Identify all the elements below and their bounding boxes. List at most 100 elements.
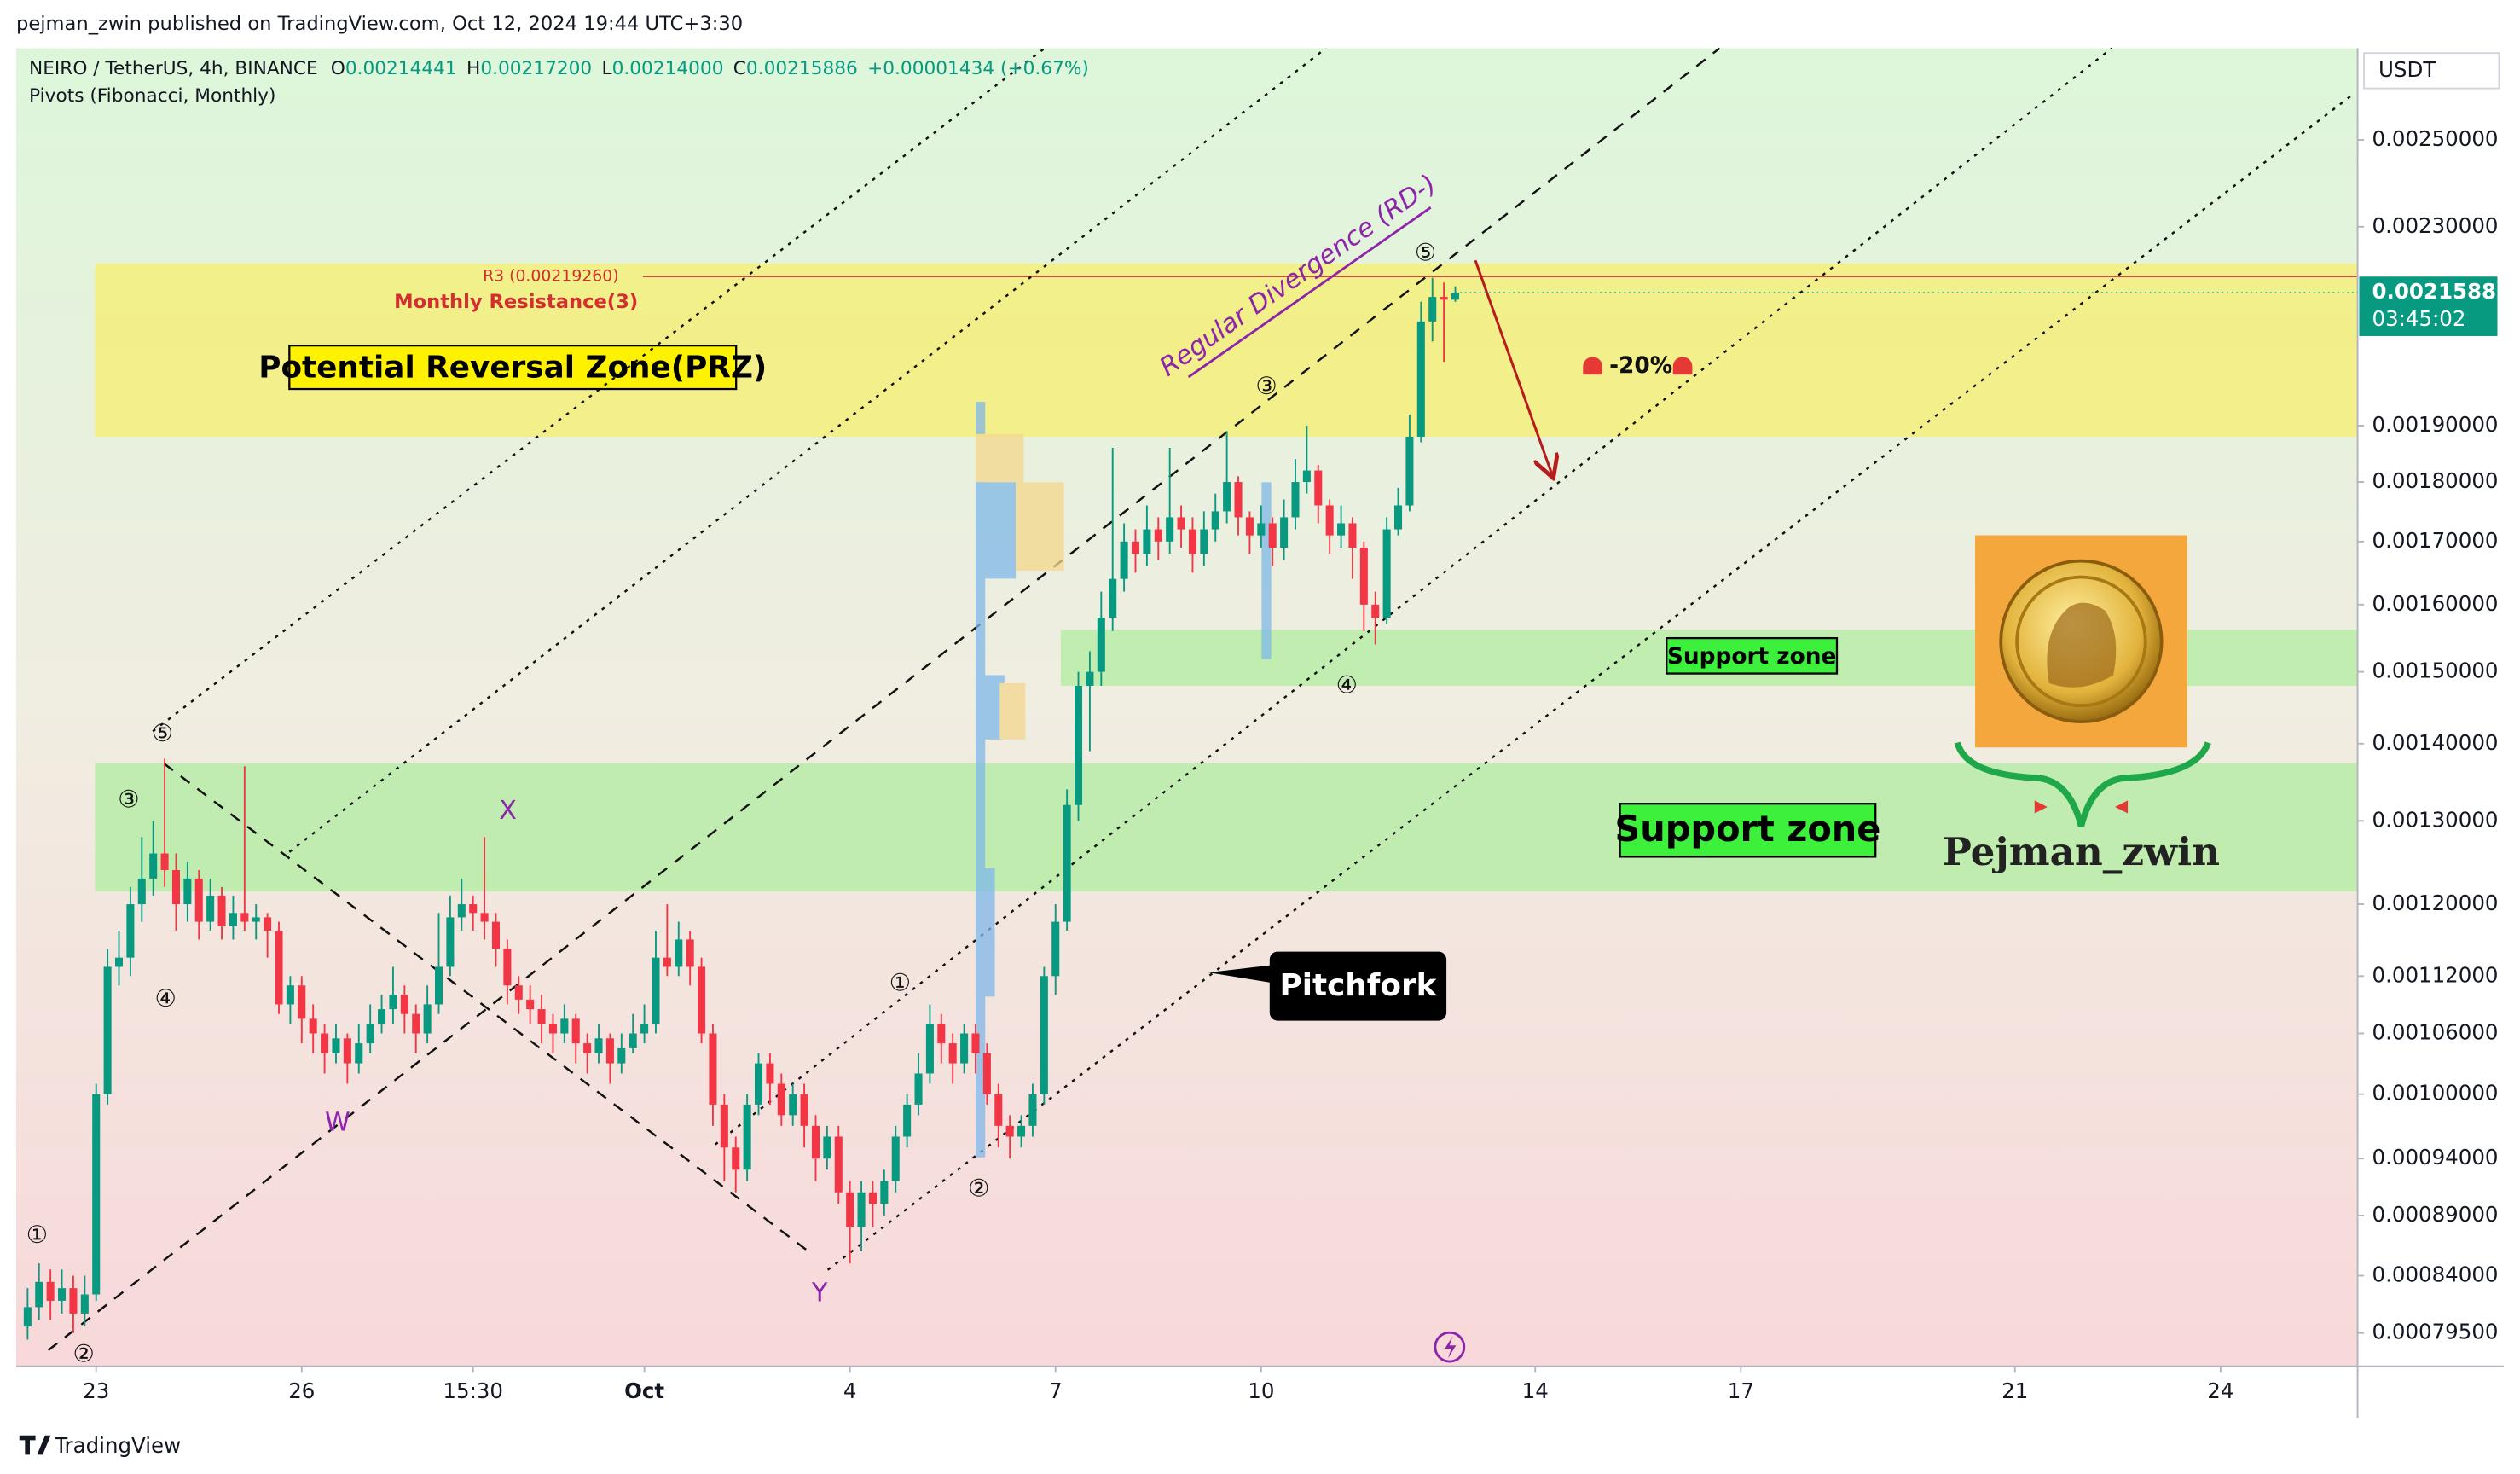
candle-body [58,1288,67,1301]
candle-body [298,985,306,1019]
y-tick-label: 0.00079500 [2372,1320,2499,1344]
candle-body [698,966,706,1034]
candle-body [400,995,408,1014]
wave-label: Y [811,1278,828,1308]
candle-body [605,1038,614,1064]
candle-body [1040,976,1048,1094]
candle-body [1211,511,1219,530]
target-label: -20% [1609,353,1672,379]
candle-body [171,870,180,905]
candle-body [766,1063,774,1084]
candle-body [823,1136,831,1159]
tv-logo [19,1435,51,1455]
last-price: 0.00215886 [2372,279,2511,304]
candle-body [252,917,260,922]
vp-bar [975,402,986,1158]
last-price-box [2359,276,2498,336]
price-axis [2357,48,2505,1419]
zone-label-box [288,345,738,391]
callout-pointer [1208,964,1278,984]
candle-body [194,878,203,922]
pitchfork-median [47,47,1721,1351]
x-tick-label: 15:30 [443,1378,503,1403]
y-tick-label: 0.00112000 [2372,962,2499,987]
vp-bar [999,682,1026,740]
y-tick-label: 0.00180000 [2372,468,2499,493]
candle-body [137,878,146,905]
y-tick-label: 0.00170000 [2372,528,2499,553]
y-tick-label: 0.00190000 [2372,412,2499,437]
candle-body [126,904,135,958]
x-tick-label: 7 [1049,1378,1063,1403]
currency: USDT [2378,57,2436,82]
candle-body [1416,321,1425,437]
candle-body [240,913,249,922]
candle-body [446,917,455,967]
candle-body [1086,671,1094,687]
candle-body [92,1094,101,1295]
candle-body [1428,297,1437,322]
candle-body [103,966,112,1094]
pivot-name: Monthly Resistance(3) [394,291,638,313]
candle-body [1348,523,1357,548]
author-name: Pejman_zwin [1943,829,2220,874]
vp-bar [975,868,995,997]
pitchfork-line [288,47,1327,853]
y-tick-label: 0.00160000 [2372,591,2499,616]
pitchfork-line [826,92,2355,1271]
wave-label: ① [889,968,911,996]
candle-body [217,895,226,926]
footer: TradingView [54,1433,181,1458]
candle-body [789,1094,797,1116]
candle-body [1245,517,1254,536]
trend-line [163,763,813,1255]
pivot-label: R3 (0.00219260) [483,268,619,286]
candle-body [800,1094,808,1126]
candle-body [1177,517,1185,530]
candle-body [114,957,124,967]
pitchfork [47,47,2355,1351]
candle-body [35,1281,43,1308]
wave-label: ② [72,1340,94,1368]
wave-label: X [499,796,517,826]
legend-item: 0.00215886 [746,58,858,79]
legend-item: NEIRO / TetherUS, 4h, BINANCE [29,58,318,79]
zones: Potential Reversal Zone(PRZ) Support zone… [95,264,2358,891]
legend: NEIRO / TetherUS, 4h, BINANCE O0.00214441… [29,58,1089,79]
candle-body [526,999,535,1010]
legend-item: 0.00214000 [612,58,724,79]
candle-body [1166,517,1174,542]
vp-bar [975,482,1017,579]
candle-body [275,930,283,1005]
candle-body [891,1136,900,1181]
candle-body [1337,523,1346,536]
event-bolt [1445,1335,1457,1359]
legend-item: O [331,58,345,79]
candle-body [286,985,294,1005]
candle-body [811,1125,820,1159]
candle-body [309,1018,317,1034]
candle-body [514,985,523,1000]
candle-body [743,1104,751,1170]
candle-body [1200,529,1208,554]
legend-item: L [602,58,612,79]
x-tick-label: 24 [2207,1378,2233,1403]
candle-body [948,1043,957,1064]
y-tick-label: 0.00120000 [2372,891,2499,915]
candle-body [960,1033,969,1064]
y-tick-label: 0.00150000 [2372,659,2499,683]
candle-body [617,1047,626,1064]
currency-box [2363,52,2500,90]
candle-body [160,853,169,871]
y-tick-label: 0.00089000 [2372,1202,2499,1227]
legend-item: +0.00001434 (+0.67%) [867,58,1089,79]
zone-label-box [1666,636,1839,675]
candle-body [1382,529,1391,618]
vp-bar [1016,482,1064,571]
candle-body [868,1192,877,1204]
countdown: 03:45:02 [2372,306,2466,331]
candle-body [994,1094,1003,1126]
candle-body [560,1018,569,1034]
callout-box [1269,951,1447,1021]
axes: 0.00250000 0.00230000 0.00190000 0.00180000… [83,126,2511,1403]
